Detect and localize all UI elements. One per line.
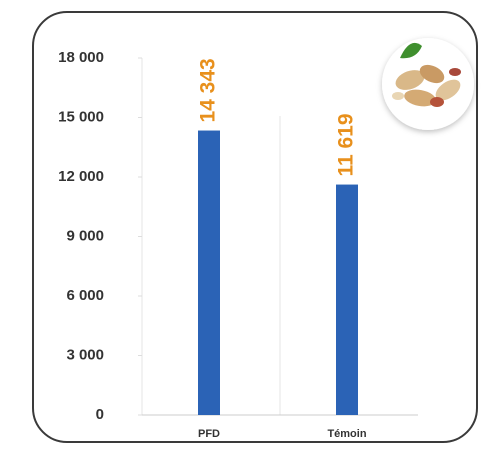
y-tick-label: 6 000: [66, 287, 104, 304]
x-tick-label: PFD: [198, 428, 220, 440]
chart-frame: [32, 11, 478, 443]
x-tick-label: Témoin: [327, 428, 366, 440]
value-label: 14 343: [197, 58, 220, 122]
value-label: 11 619: [335, 113, 358, 176]
bar: [336, 184, 358, 415]
bar: [198, 130, 220, 415]
y-tick-label: 12 000: [58, 168, 104, 185]
y-tick-label: 3 000: [66, 346, 104, 363]
peanut-illustration: [382, 38, 474, 130]
y-tick-label: 0: [96, 406, 104, 423]
y-tick-label: 18 000: [58, 49, 104, 66]
y-tick-label: 9 000: [66, 227, 104, 244]
y-tick-label: 15 000: [58, 108, 104, 125]
